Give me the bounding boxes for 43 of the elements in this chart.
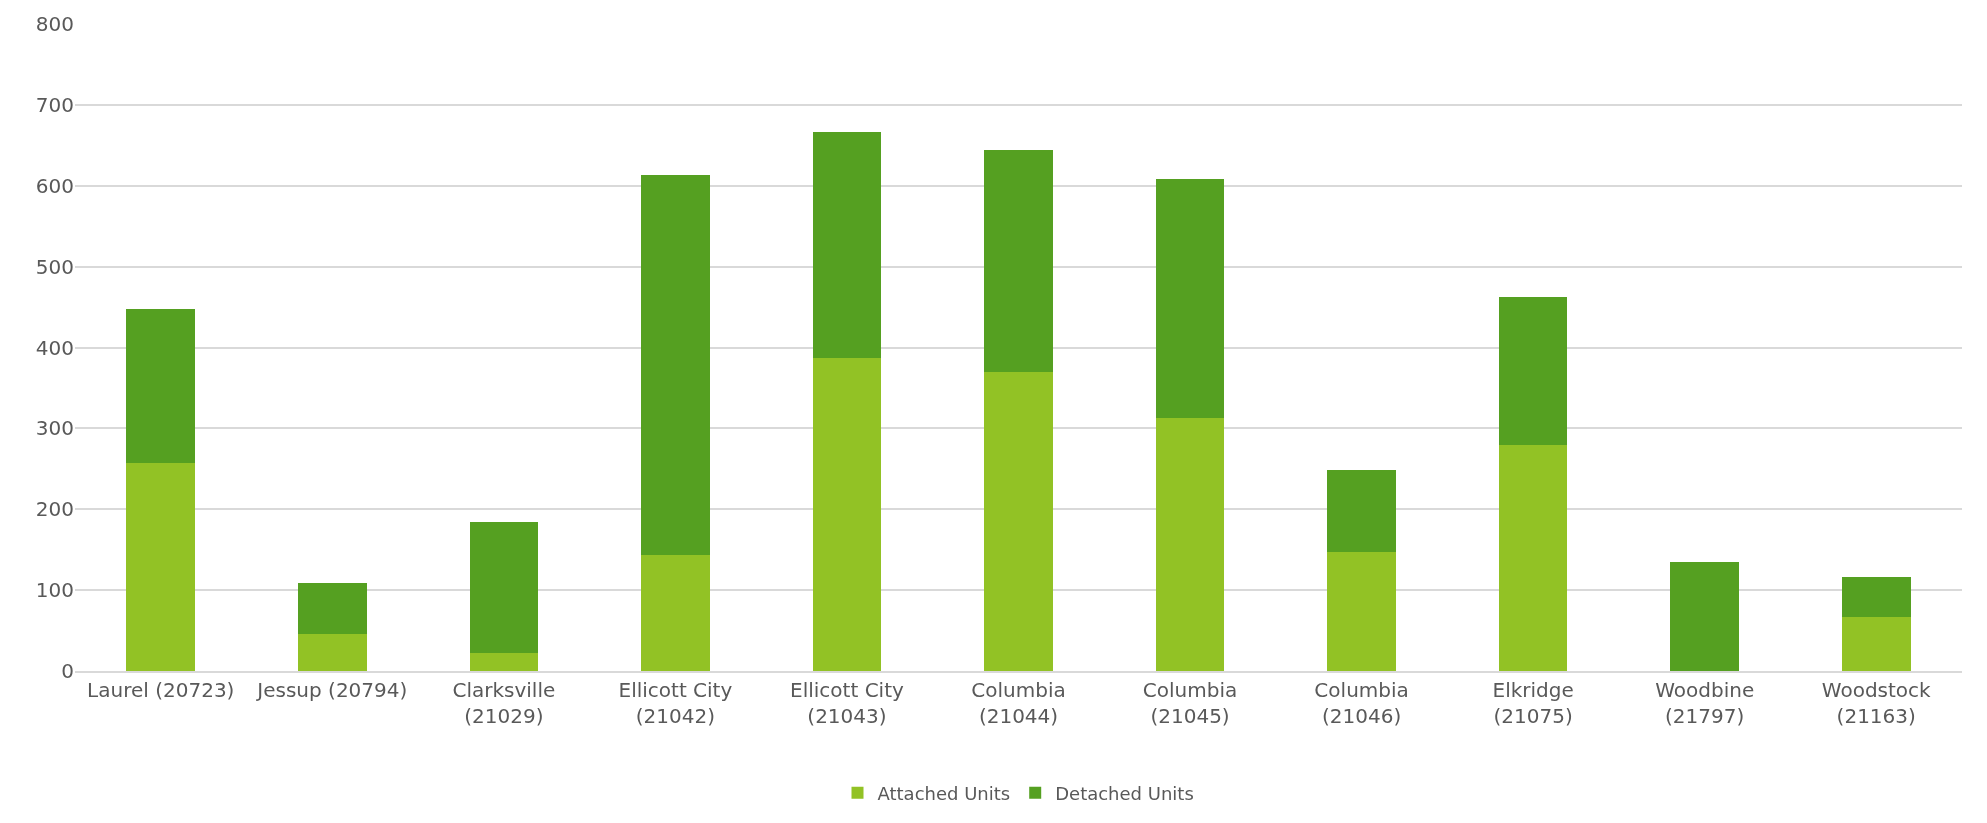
y-tick-label: 500 — [35, 254, 74, 279]
y-tick-label: 700 — [35, 92, 74, 117]
bar — [469, 653, 539, 671]
bar — [298, 633, 367, 671]
x-tick-label: Columbia (21044) — [971, 678, 1066, 728]
bar — [812, 131, 882, 359]
bar — [469, 522, 539, 654]
bar — [1841, 577, 1911, 617]
x-tick-label: Ellicott City (21042) — [618, 678, 733, 728]
bar — [1498, 444, 1568, 671]
y-tick-label: 800 — [35, 12, 74, 36]
bar — [1155, 179, 1225, 418]
y-tick-label: 600 — [35, 173, 74, 198]
bar — [1327, 469, 1396, 553]
x-tick-label: Laurel (20723) — [87, 678, 235, 702]
bar — [1327, 552, 1396, 671]
x-tick-label: Woodbine (21797) — [1655, 678, 1755, 728]
bar — [126, 463, 196, 671]
x-tick-label: Columbia (21045) — [1142, 678, 1238, 728]
bar — [1155, 417, 1225, 671]
legend-label: Detached Units — [1055, 782, 1194, 804]
bar — [126, 308, 196, 464]
bar — [812, 358, 882, 671]
y-tick-label: 100 — [35, 578, 74, 603]
y-tick-label: 200 — [35, 497, 74, 522]
bar — [641, 554, 710, 671]
y-tick-label: 400 — [35, 335, 74, 360]
bar — [1670, 561, 1739, 671]
x-tick-label: Ellicott City (21043) — [790, 678, 904, 728]
bar — [1498, 297, 1568, 445]
legend-label: Attached Units — [877, 782, 1011, 804]
bar — [984, 371, 1053, 671]
x-tick-label: Columbia (21046) — [1314, 678, 1409, 728]
bar — [1841, 616, 1911, 671]
y-tick-label: 300 — [35, 416, 74, 441]
bar — [641, 175, 710, 555]
x-tick-label: Elkridge (21075) — [1492, 678, 1574, 728]
x-tick-label: Woodstock (21163) — [1821, 678, 1932, 728]
x-tick-label: Jessup (20794) — [255, 678, 408, 702]
bar — [298, 582, 367, 634]
y-tick-label: 0 — [61, 659, 74, 683]
bar — [984, 150, 1053, 372]
x-tick-label: Clarksville (21029) — [452, 678, 556, 728]
